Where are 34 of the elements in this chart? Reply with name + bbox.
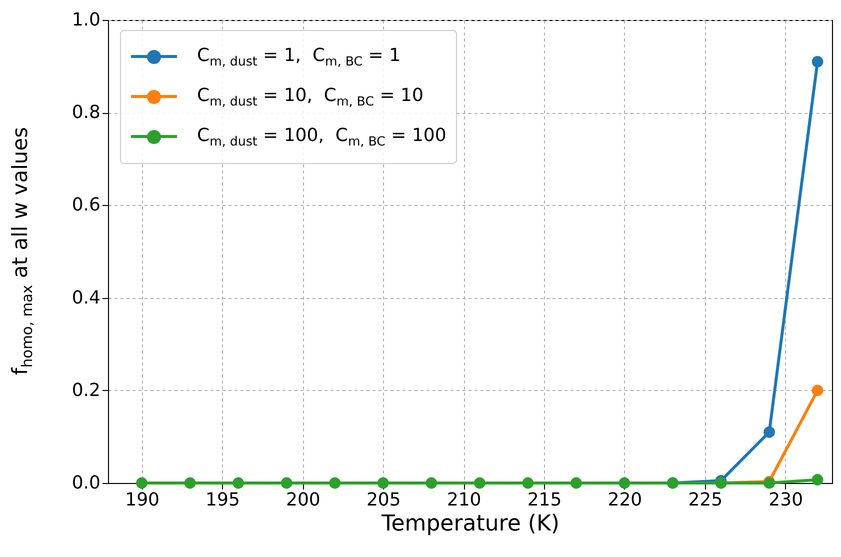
point (522, 477, 534, 489)
x-tick-label: 230 (768, 490, 804, 510)
legend-label: C$_{m, dust}$ = 100, C$_{m, BC}$ = 100 (197, 125, 446, 149)
y-tick-label: 1.0 (72, 10, 100, 30)
point (812, 384, 824, 396)
x-tick-label: 190 (125, 490, 160, 510)
point (280, 477, 292, 489)
point (329, 477, 341, 489)
x-tick-label: 220 (608, 490, 642, 510)
x-tick-label: 200 (286, 490, 320, 510)
point (764, 426, 775, 438)
point (812, 474, 824, 486)
y-tick-label: 0.6 (72, 194, 100, 216)
legend-label: C$_{m, dust}$ = 10, C$_{m, BC}$ = 10 (197, 85, 424, 109)
point (812, 56, 824, 68)
point (618, 477, 630, 489)
point (474, 477, 486, 489)
point (136, 477, 148, 489)
point (377, 477, 389, 489)
x-tick-label: 225 (688, 490, 723, 510)
point (184, 477, 196, 489)
point (232, 477, 244, 489)
x-tick-label: 205 (366, 490, 401, 510)
x-axis-title: Temperature (K) (380, 512, 560, 536)
x-tick-label: 195 (206, 490, 240, 510)
y-tick-label: 0.8 (72, 102, 100, 124)
point (570, 477, 582, 489)
y-tick-label: 0.2 (72, 380, 100, 401)
x-tick-label: 210 (446, 490, 482, 510)
legend-label: C$_{m, dust}$ = 1, C$_{m, BC}$ = 1 (197, 45, 401, 69)
point (426, 477, 438, 489)
x-tick-label: 215 (527, 490, 562, 510)
y-tick-label: 0.4 (72, 287, 100, 308)
y-tick-label: 0.0 (72, 472, 100, 494)
